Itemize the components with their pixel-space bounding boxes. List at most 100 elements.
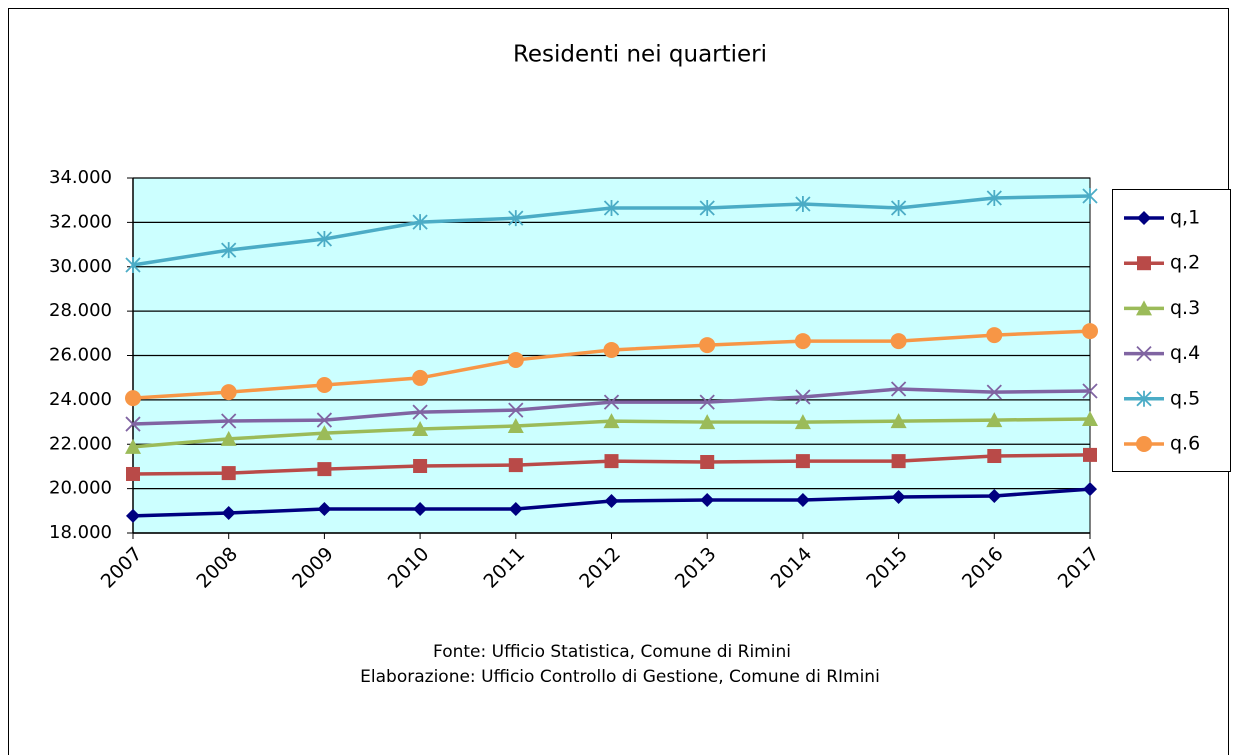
marker — [700, 492, 715, 507]
x-tick-label: 2014 — [767, 543, 817, 593]
marker — [890, 413, 907, 429]
marker — [221, 413, 237, 429]
marker — [317, 502, 332, 517]
marker — [1082, 410, 1098, 426]
marker — [221, 506, 236, 521]
marker — [220, 430, 237, 446]
y-tick-label: 24.000 — [49, 389, 112, 410]
y-tick-label: 18.000 — [49, 522, 112, 543]
marker — [413, 502, 428, 517]
marker — [987, 488, 1002, 503]
source-note: Fonte: Ufficio Statistica, Comune di Rim… — [433, 642, 791, 662]
x-tick-label: 2016 — [958, 543, 1008, 593]
marker — [890, 381, 907, 397]
y-tick-label: 28.000 — [49, 300, 112, 321]
marker — [986, 384, 1002, 400]
x-tick-label: 2013 — [671, 543, 721, 593]
x-tick-label: 2011 — [479, 543, 529, 593]
legend-marker — [1136, 390, 1152, 407]
marker — [603, 413, 620, 429]
marker — [508, 210, 524, 227]
marker — [412, 404, 428, 420]
y-tick-label: 20.000 — [49, 478, 112, 499]
marker — [126, 508, 140, 523]
marker — [794, 414, 811, 430]
x-tick-label: 2015 — [862, 543, 912, 593]
marker — [986, 189, 1002, 206]
legend-marker — [1137, 256, 1151, 271]
marker — [795, 389, 811, 405]
legend-label: q.6 — [1170, 433, 1200, 455]
marker — [316, 425, 333, 441]
marker — [508, 458, 523, 473]
legend-marker — [1136, 300, 1152, 316]
legend-label: q,1 — [1170, 207, 1200, 229]
marker — [604, 494, 619, 509]
marker — [1082, 187, 1098, 204]
marker — [795, 492, 810, 507]
marker — [126, 466, 140, 481]
marker — [986, 327, 1003, 344]
marker — [700, 455, 715, 469]
marker — [508, 502, 523, 517]
marker — [603, 394, 620, 410]
chart-title: Residenti nei quartieri — [513, 42, 767, 68]
marker — [1083, 447, 1097, 462]
marker — [125, 256, 141, 273]
marker — [507, 418, 524, 434]
marker — [125, 390, 141, 407]
marker — [221, 242, 237, 259]
y-tick-label: 34.000 — [49, 167, 112, 188]
marker — [604, 454, 619, 469]
marker — [317, 462, 332, 477]
y-tick-label: 22.000 — [49, 433, 112, 454]
legend-label: q.4 — [1170, 342, 1200, 364]
marker — [699, 414, 716, 430]
x-tick-label: 2010 — [384, 543, 434, 593]
marker — [795, 454, 810, 469]
marker — [316, 412, 333, 428]
marker — [987, 449, 1002, 464]
marker — [891, 454, 906, 469]
x-tick-label: 2017 — [1054, 543, 1104, 593]
y-tick-label: 30.000 — [49, 256, 112, 277]
marker — [699, 337, 716, 354]
marker — [986, 412, 1003, 428]
marker — [316, 231, 333, 248]
marker — [412, 214, 428, 231]
marker — [891, 490, 906, 505]
marker — [795, 195, 811, 212]
marker — [125, 416, 141, 432]
legend-box — [1112, 189, 1231, 472]
y-tick-label: 26.000 — [49, 345, 112, 366]
legend-marker — [1136, 436, 1152, 452]
x-tick-label: 2007 — [97, 543, 147, 593]
marker — [794, 333, 811, 350]
marker — [603, 199, 620, 216]
marker — [699, 394, 715, 410]
marker — [413, 458, 428, 473]
marker — [412, 420, 429, 436]
x-tick-label: 2008 — [192, 543, 242, 593]
x-tick-label: 2012 — [575, 543, 625, 593]
marker — [316, 377, 333, 394]
marker — [1082, 323, 1098, 340]
legend-marker — [1136, 345, 1152, 362]
marker — [221, 466, 236, 481]
marker — [603, 341, 620, 358]
marker — [890, 199, 907, 216]
marker — [890, 333, 907, 350]
marker — [412, 369, 429, 386]
source-note: Elaborazione: Ufficio Controllo di Gesti… — [360, 667, 880, 687]
x-tick-label: 2009 — [288, 543, 338, 593]
legend-label: q.2 — [1170, 252, 1200, 274]
marker — [508, 402, 524, 418]
marker — [220, 384, 237, 401]
legend-marker — [1137, 211, 1151, 225]
legend-label: q.3 — [1170, 297, 1200, 319]
marker — [507, 351, 524, 368]
marker — [125, 438, 141, 454]
legend-label: q.5 — [1170, 387, 1200, 409]
marker — [699, 199, 715, 216]
